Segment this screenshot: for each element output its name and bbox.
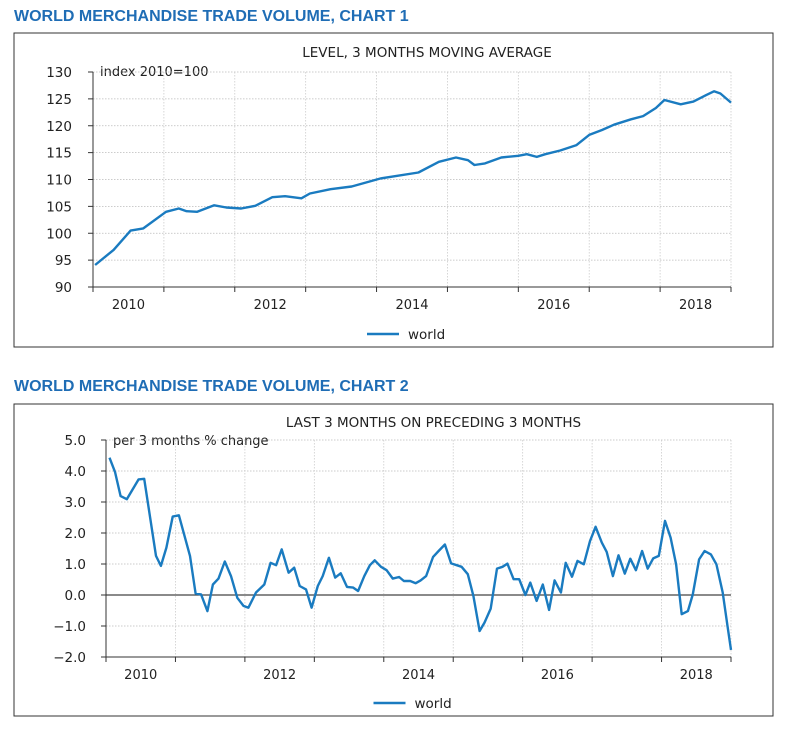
y-tick-label: 100 xyxy=(46,226,72,242)
y-tick-label: 5.0 xyxy=(65,433,86,449)
legend-label-world: world xyxy=(408,327,445,343)
y-tick-label: −1.0 xyxy=(53,619,86,635)
y-tick-label: 130 xyxy=(46,65,72,81)
y-tick-label: 95 xyxy=(55,253,72,269)
chart-1-heading: WORLD MERCHANDISE TRADE VOLUME, CHART 1 xyxy=(14,8,409,25)
x-tick-label: 2010 xyxy=(124,668,157,683)
series-line-world xyxy=(108,457,733,651)
legend-label-world: world xyxy=(415,696,452,712)
x-tick-label: 2018 xyxy=(679,298,712,313)
y-tick-label: 115 xyxy=(46,146,72,162)
chart-1: LEVEL, 3 MONTHS MOVING AVERAGE index 2010… xyxy=(13,32,774,348)
y-axis-label: index 2010=100 xyxy=(100,65,209,80)
y-tick-label: −2.0 xyxy=(53,650,86,666)
x-tick-label: 2016 xyxy=(541,668,574,683)
chart-title: LEVEL, 3 MONTHS MOVING AVERAGE xyxy=(302,45,552,61)
series-line-world xyxy=(94,90,732,266)
y-tick-label: 105 xyxy=(46,199,72,215)
y-axis-label: per 3 months % change xyxy=(113,434,269,449)
y-tick-label: 3.0 xyxy=(65,495,86,511)
y-tick-label: 2.0 xyxy=(65,526,86,542)
chart-title: LAST 3 MONTHS ON PRECEDING 3 MONTHS xyxy=(286,415,581,431)
y-tick-label: 120 xyxy=(46,119,72,135)
x-tick-label: 2014 xyxy=(395,298,428,313)
y-tick-label: 0.0 xyxy=(65,588,86,604)
chart-frame xyxy=(13,32,774,348)
x-tick-label: 2016 xyxy=(537,298,570,313)
x-tick-label: 2012 xyxy=(263,668,296,683)
y-tick-label: 1.0 xyxy=(65,557,86,573)
chart-2-heading: WORLD MERCHANDISE TRADE VOLUME, CHART 2 xyxy=(14,378,409,395)
chart-frame xyxy=(13,403,774,717)
x-tick-label: 2012 xyxy=(254,298,287,313)
y-tick-label: 110 xyxy=(46,173,72,189)
y-tick-label: 4.0 xyxy=(65,464,86,480)
x-tick-label: 2014 xyxy=(402,668,435,683)
x-tick-label: 2018 xyxy=(680,668,713,683)
y-tick-label: 125 xyxy=(46,92,72,108)
x-tick-label: 2010 xyxy=(112,298,145,313)
y-tick-label: 90 xyxy=(55,280,72,296)
